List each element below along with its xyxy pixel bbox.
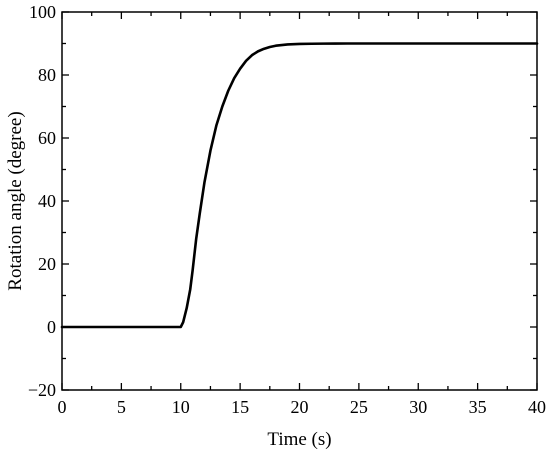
y-tick-label: −20 [28, 380, 56, 400]
x-tick-label: 30 [409, 397, 427, 417]
y-tick-label: 0 [47, 317, 56, 337]
y-tick-label: 100 [29, 2, 56, 22]
x-tick-label: 0 [58, 397, 67, 417]
x-tick-label: 40 [528, 397, 546, 417]
series-line-rotation-angle [60, 42, 539, 329]
axis-ticks [61, 11, 538, 391]
x-tick-label: 35 [469, 397, 487, 417]
x-tick-label: 5 [117, 397, 126, 417]
x-tick-label: 20 [291, 397, 309, 417]
x-tick-label: 10 [172, 397, 190, 417]
x-tick-label: 15 [231, 397, 249, 417]
y-tick-label: 20 [38, 254, 56, 274]
plot-frame [61, 11, 538, 391]
y-tick-label: 80 [38, 65, 56, 85]
y-tick-label: 40 [38, 191, 56, 211]
x-axis-title: Time (s) [267, 429, 331, 450]
y-tick-label: 60 [38, 128, 56, 148]
x-tick-label: 25 [350, 397, 368, 417]
y-axis-title: Rotation angle (degree) [5, 111, 26, 290]
